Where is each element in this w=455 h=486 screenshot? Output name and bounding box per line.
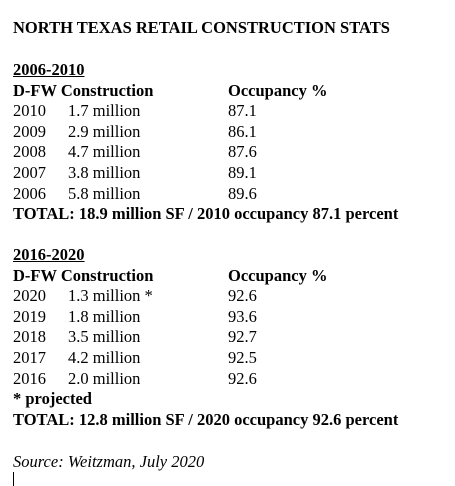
year: 2008 <box>13 142 46 162</box>
year: 2010 <box>13 101 46 121</box>
year: 2017 <box>13 348 46 367</box>
occupancy: 92.6 <box>228 368 257 388</box>
occupancy: 92.6 <box>228 286 257 306</box>
note: * projected <box>13 389 92 409</box>
occupancy: 86.1 <box>228 121 257 141</box>
occupancy: 87.6 <box>228 142 257 162</box>
total: TOTAL: 12.8 million SF / 2020 occupancy … <box>13 409 399 429</box>
occupancy: 87.1 <box>228 101 257 121</box>
construction: 4.7 million <box>68 142 141 162</box>
year: 2019 <box>13 306 46 326</box>
construction: 2.9 million <box>68 121 141 141</box>
construction: 1.7 million <box>68 101 141 121</box>
column-header: D-FW Construction <box>13 80 154 100</box>
construction: 1.8 million <box>68 306 141 326</box>
construction: 5.8 million <box>68 183 141 203</box>
year: 2006 <box>13 183 46 203</box>
column-header: D-FW Construction <box>13 265 154 285</box>
construction: 3.8 million <box>68 163 141 182</box>
section-heading: 2016-2020 <box>13 245 85 264</box>
text-cursor <box>13 472 14 486</box>
construction: 4.2 million <box>68 348 141 367</box>
construction: 1.3 million * <box>68 286 153 306</box>
source: Source: Weitzman, July 2020 <box>13 452 205 471</box>
construction: 3.5 million <box>68 327 141 347</box>
column-header: Occupancy % <box>228 265 328 285</box>
year: 2016 <box>13 368 46 388</box>
occupancy: 89.6 <box>228 183 257 203</box>
year: 2007 <box>13 163 46 182</box>
occupancy: 89.1 <box>228 163 257 182</box>
occupancy: 92.7 <box>228 327 257 347</box>
occupancy: 93.6 <box>228 306 257 326</box>
year: 2009 <box>13 121 46 141</box>
occupancy: 92.5 <box>228 348 257 367</box>
total: TOTAL: 18.9 million SF / 2010 occupancy … <box>13 204 399 224</box>
title: NORTH TEXAS RETAIL CONSTRUCTION STATS <box>13 18 390 37</box>
construction: 2.0 million <box>68 368 141 388</box>
column-header: Occupancy % <box>228 80 328 100</box>
year: 2018 <box>13 327 46 347</box>
section-heading: 2006-2010 <box>13 60 85 79</box>
year: 2020 <box>13 286 46 306</box>
